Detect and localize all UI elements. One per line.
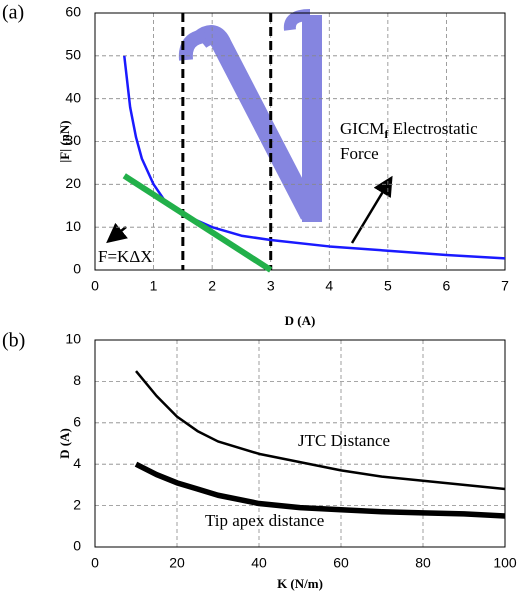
data-line — [134, 461, 506, 519]
arrow — [106, 222, 128, 244]
x-tick-label: 0 — [91, 278, 99, 294]
y-tick-label: 20 — [65, 175, 81, 191]
panel-label: (b) — [2, 330, 25, 352]
y-axis-label: D (A) — [57, 428, 72, 459]
series-label: JTC Distance — [298, 431, 390, 450]
series-label: Tip apex distance — [205, 511, 324, 530]
plot: 0 20 40 60 80 100 0 2 4 6 8 10 K (N/m) D (A) (b) JTC Di… — [2, 330, 517, 591]
y-tick-label: 10 — [65, 218, 81, 234]
y-tick-label: 10 — [65, 331, 81, 347]
x-tick-label: 4 — [325, 278, 333, 294]
arrow — [350, 175, 393, 244]
y-axis-label: |F| (nN) — [57, 120, 72, 162]
x-tick-label: 100 — [493, 555, 517, 571]
y-tick-label: 0 — [73, 538, 81, 554]
x-tick-label: 2 — [208, 278, 216, 294]
plot-frame — [94, 339, 506, 548]
x-tick-label: 1 — [150, 278, 158, 294]
y-tick-label: 50 — [65, 47, 81, 63]
annotation: F=KΔX — [98, 247, 153, 266]
x-tick-label: 5 — [384, 278, 392, 294]
y-tick-label: 30 — [65, 132, 81, 148]
x-tick-label: 80 — [415, 555, 431, 571]
y-tick-label: 8 — [73, 372, 81, 388]
x-axis-label: K (N/m) — [277, 576, 323, 591]
plot: 0 1 2 3 4 5 6 7 0 10 20 30 40 50 60 D (A) |F| (nN) (a) GIC… — [2, 2, 509, 328]
y-tick-label: 4 — [73, 455, 81, 471]
annotation-part: GICM — [340, 119, 384, 138]
panel-label: (a) — [2, 2, 24, 24]
annotation-part: f — [384, 127, 389, 141]
plot-frame — [94, 12, 506, 271]
y-tick-label: 60 — [65, 4, 81, 20]
x-tick-label: 40 — [251, 555, 267, 571]
overlay-glyph — [178, 9, 322, 222]
x-tick-label: 20 — [169, 555, 185, 571]
x-tick-label: 3 — [267, 278, 275, 294]
annotation: GICMf Electrostatic — [340, 119, 478, 141]
annotation: Force — [340, 144, 379, 163]
x-axis-label: D (A) — [285, 313, 316, 328]
x-tick-label: 0 — [91, 555, 99, 571]
data-line — [135, 370, 506, 491]
y-tick-label: 0 — [73, 261, 81, 277]
data-line — [122, 173, 273, 273]
y-tick-label: 6 — [73, 414, 81, 430]
annotation-part: Electrostatic — [388, 119, 478, 138]
y-tick-label: 40 — [65, 89, 81, 105]
x-tick-label: 6 — [443, 278, 451, 294]
x-tick-label: 7 — [501, 278, 509, 294]
y-tick-label: 2 — [73, 496, 81, 512]
x-tick-label: 60 — [333, 555, 349, 571]
